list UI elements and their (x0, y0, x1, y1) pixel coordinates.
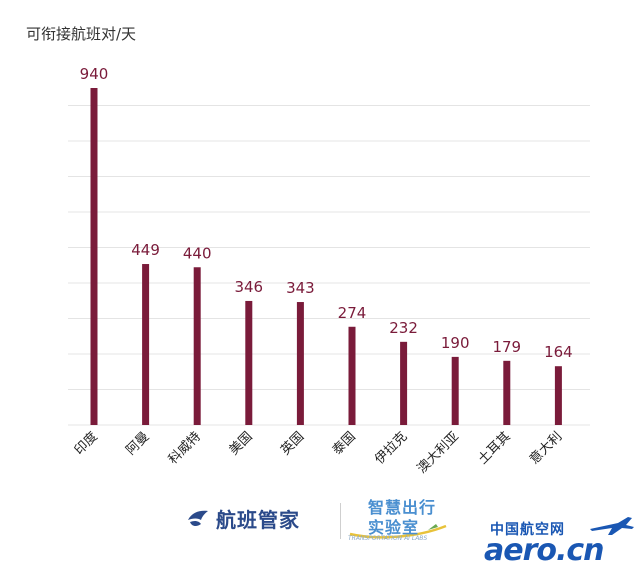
bar (142, 264, 150, 425)
logo2-line2: 实验室 (368, 518, 420, 537)
value-label: 940 (80, 65, 109, 83)
aero-cn-logo: 中国航空网 aero.cn (482, 515, 638, 569)
hangbanguanjia-logo: 航班管家 (186, 504, 300, 533)
category-label: 印度 (71, 429, 101, 459)
value-labels: 940 449 440 346 343 274 232 190 179 164 (80, 65, 573, 361)
category-label: 伊拉克 (372, 429, 410, 467)
logo1-label: 航班管家 (216, 508, 300, 532)
category-label: 澳大利亚 (414, 429, 462, 477)
value-label: 449 (131, 241, 160, 259)
logo2-line1: 智慧出行 (368, 498, 437, 517)
bar (554, 366, 562, 425)
category-label: 泰国 (330, 429, 359, 458)
dove-icon (188, 510, 208, 526)
value-label: 346 (234, 278, 263, 296)
y-axis-title: 可衔接航班对/天 (26, 25, 136, 43)
bar (348, 326, 356, 425)
bar (451, 356, 459, 425)
airplane-icon (590, 517, 634, 535)
logo-divider (340, 503, 341, 539)
value-label: 440 (183, 244, 212, 262)
value-label: 190 (441, 334, 470, 352)
bar (503, 360, 511, 425)
logo2-sub: TRANSPORTATION AI LABS (348, 535, 428, 542)
category-labels: 印度 阿曼 科威特 美国 英国 泰国 伊拉克 澳大利亚 土耳其 意大利 (71, 429, 565, 477)
gridlines (68, 105, 590, 426)
value-label: 232 (389, 319, 418, 337)
bar (90, 88, 98, 425)
value-label: 164 (544, 343, 573, 361)
category-label: 美国 (227, 429, 256, 458)
value-label: 179 (492, 338, 521, 356)
bar (193, 267, 201, 425)
bar (296, 302, 304, 425)
bar (400, 341, 408, 425)
smart-travel-lab-logo: 智慧出行 实验室 TRANSPORTATION AI LABS (346, 494, 450, 550)
category-label: 英国 (278, 429, 307, 458)
category-label: 意大利 (526, 429, 565, 468)
logo3-cn: 中国航空网 (490, 522, 565, 538)
logo3-en: aero.cn (484, 533, 605, 568)
value-label: 274 (338, 304, 367, 322)
bars (90, 88, 562, 425)
swoosh-icon (349, 524, 447, 539)
category-label: 土耳其 (475, 429, 513, 467)
category-label: 科威特 (166, 429, 204, 467)
category-label: 阿曼 (123, 429, 152, 458)
bar (245, 300, 253, 425)
value-label: 343 (286, 279, 315, 297)
